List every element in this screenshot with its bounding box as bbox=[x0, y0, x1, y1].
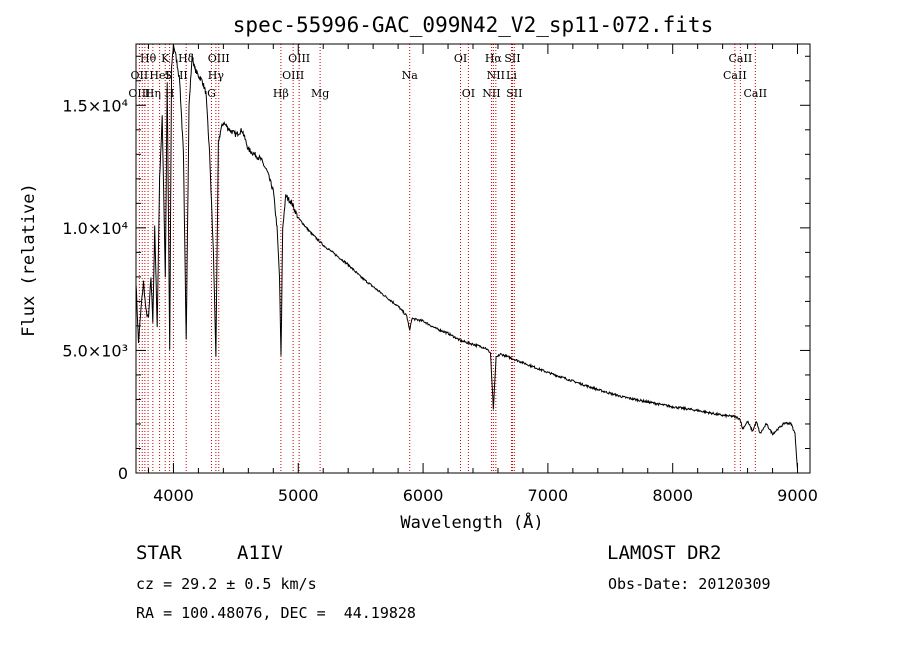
spectral-reference-lines bbox=[138, 44, 756, 473]
x-tick-label: 7000 bbox=[528, 486, 569, 505]
spectral-line-label: NII bbox=[482, 87, 500, 100]
y-tick-label: 1.0×10⁴ bbox=[62, 219, 128, 238]
x-tick-label: 6000 bbox=[403, 486, 444, 505]
object-subclass: A1IV bbox=[237, 542, 283, 564]
spectral-line-label: S bbox=[165, 69, 173, 82]
chart-title: spec-55996-GAC_099N42_V2_sp11-072.fits bbox=[233, 13, 713, 37]
spectral-line-label: Hη bbox=[145, 87, 161, 100]
plot-frame bbox=[135, 43, 811, 474]
x-tick-label: 4000 bbox=[153, 486, 194, 505]
spectral-line-label: OIII bbox=[128, 87, 150, 100]
spectral-line-label: H bbox=[165, 87, 175, 100]
spectral-line-label: HeI bbox=[149, 69, 169, 82]
observation-date: Obs-Date: 20120309 bbox=[608, 575, 771, 593]
spectral-line-label: OIII bbox=[288, 52, 310, 65]
spectral-line-label: Hα bbox=[485, 52, 503, 65]
spectral-line-label: OIII bbox=[282, 69, 304, 82]
spectral-line-label: Mg bbox=[311, 87, 329, 100]
spectral-line-label: G bbox=[207, 87, 216, 100]
x-tick-label: 8000 bbox=[652, 486, 693, 505]
spectral-line-label: NII bbox=[487, 69, 505, 82]
spectral-line-label: II bbox=[179, 69, 188, 82]
y-tick-label: 1.5×10⁴ bbox=[62, 96, 128, 115]
spectral-line-label: Hδ bbox=[178, 52, 195, 65]
x-axis-label: Wavelength (Å) bbox=[400, 511, 543, 533]
spectral-line-label: OI bbox=[462, 87, 475, 100]
spectral-line-label: OIII bbox=[208, 52, 230, 65]
object-class: STAR bbox=[136, 542, 182, 564]
spectral-line-label: Hβ bbox=[273, 87, 289, 100]
x-tick-label: 5000 bbox=[278, 486, 319, 505]
spectral-line-label: CaII bbox=[723, 69, 747, 82]
spectral-line-label: SII bbox=[504, 52, 520, 65]
y-tick-label: 0 bbox=[118, 464, 128, 483]
spectral-line-label: Hθ bbox=[140, 52, 157, 65]
x-tick-label: 9000 bbox=[777, 486, 818, 505]
spectral-line-label: K bbox=[161, 52, 170, 65]
coordinates: RA = 100.48076, DEC = 44.19828 bbox=[136, 604, 416, 622]
spectrum-line bbox=[135, 43, 798, 470]
spectral-line-label: OII bbox=[131, 69, 149, 82]
redshift-velocity: cz = 29.2 ± 0.5 km/s bbox=[136, 575, 317, 593]
survey-name: LAMOST DR2 bbox=[607, 542, 722, 564]
spectral-line-label: CaII bbox=[743, 87, 767, 100]
spectral-line-label: Hγ bbox=[208, 69, 225, 82]
spectral-line-label: SII bbox=[506, 87, 522, 100]
y-tick-label: 5.0×10³ bbox=[62, 341, 128, 360]
spectral-line-label: Na bbox=[402, 69, 419, 82]
y-axis-ticks: 0 5.0×10³ 1.0×10⁴ 1.5×10⁴ bbox=[62, 55, 810, 483]
spectral-line-label: CaII bbox=[729, 52, 753, 65]
x-axis-ticks: 4000 5000 6000 7000 8000 9000 bbox=[147, 44, 818, 505]
spectral-line-label: OI bbox=[454, 52, 467, 65]
y-axis-label: Flux (relative) bbox=[19, 183, 39, 337]
spectral-line-label: Li bbox=[506, 69, 517, 82]
